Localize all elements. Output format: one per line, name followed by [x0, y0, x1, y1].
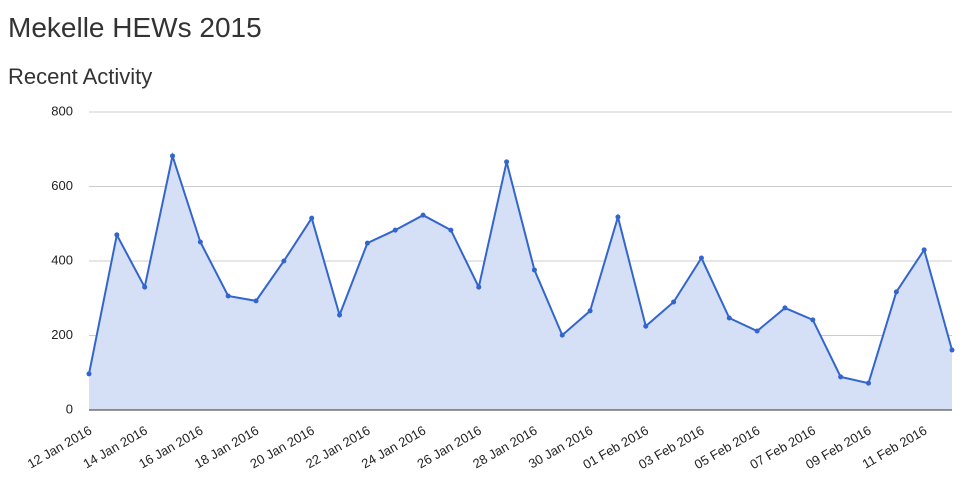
point — [949, 347, 955, 353]
y-tick-label: 400 — [51, 252, 73, 267]
point — [504, 159, 510, 165]
y-tick-label: 0 — [66, 401, 73, 416]
point — [142, 284, 148, 290]
point — [420, 212, 426, 218]
point — [337, 312, 343, 318]
y-tick-label: 800 — [51, 103, 73, 118]
point — [782, 305, 788, 311]
point — [392, 227, 398, 233]
point — [754, 328, 760, 334]
point — [893, 289, 899, 295]
point — [531, 267, 537, 273]
point — [698, 255, 704, 261]
point — [86, 371, 92, 377]
point — [810, 317, 816, 323]
point — [114, 232, 120, 238]
point — [170, 153, 176, 159]
point — [726, 315, 732, 321]
point — [643, 323, 649, 329]
chart-title: Recent Activity — [8, 64, 153, 89]
y-tick-label: 600 — [51, 178, 73, 193]
point — [838, 374, 844, 380]
y-tick-label: 200 — [51, 327, 73, 342]
point — [671, 299, 677, 305]
line — [88, 152, 953, 385]
point — [253, 298, 259, 304]
point — [865, 380, 871, 386]
page-title: Mekelle HEWs 2015 — [8, 12, 262, 43]
point — [448, 227, 454, 233]
point — [281, 258, 287, 264]
point — [587, 308, 593, 314]
area — [89, 155, 952, 410]
point — [615, 214, 621, 220]
point — [225, 293, 231, 299]
point — [364, 240, 370, 246]
point — [559, 332, 565, 338]
point — [309, 215, 315, 221]
point — [921, 247, 927, 253]
point — [197, 239, 203, 245]
point — [476, 284, 482, 290]
